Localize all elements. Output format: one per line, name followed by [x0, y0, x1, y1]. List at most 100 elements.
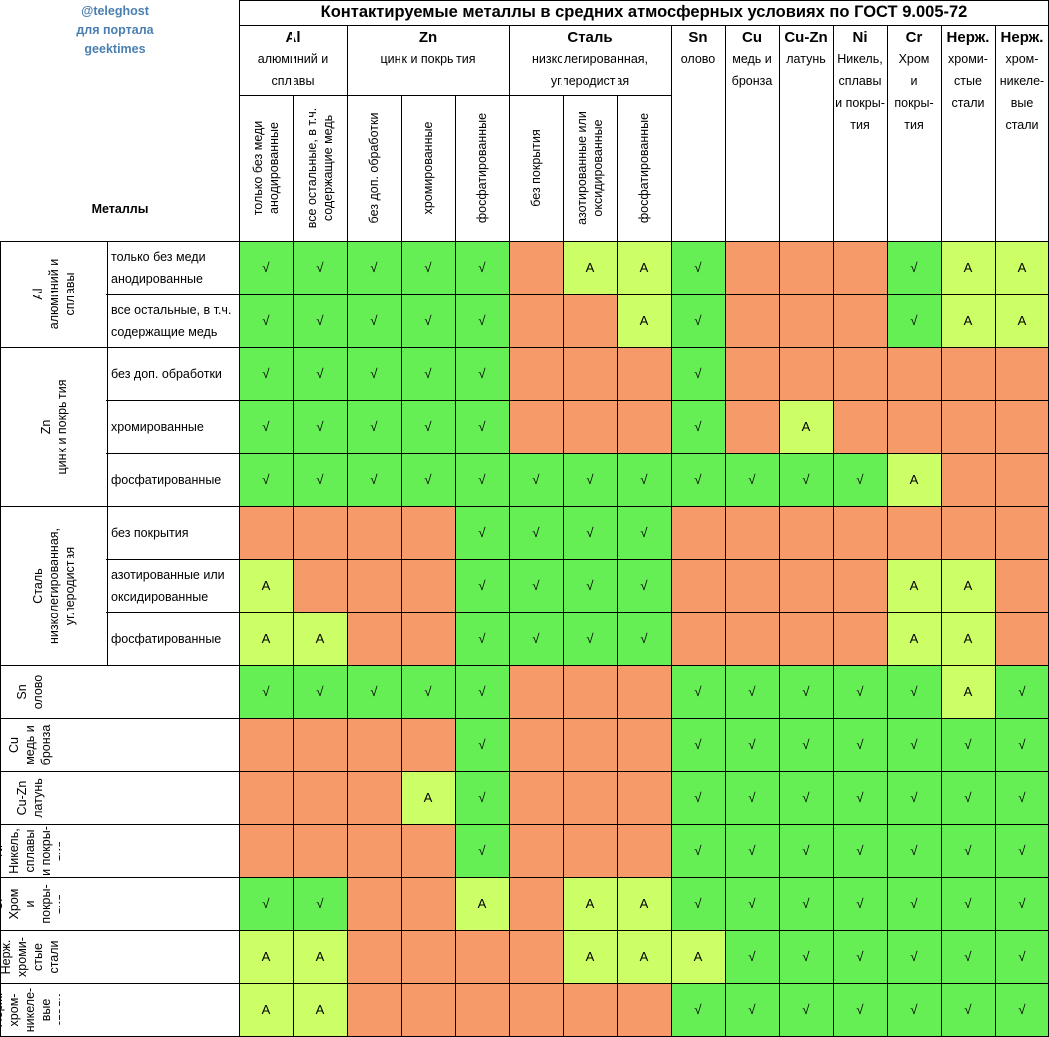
matrix-cell: А [941, 294, 995, 347]
text-line: стали [55, 992, 60, 1027]
watermark-line: @teleghost [81, 4, 149, 18]
matrix-cell: √ [725, 877, 779, 930]
matrix-cell [509, 347, 563, 400]
column-group-header: Cr Хром и покры-тия [887, 25, 941, 241]
matrix-cell: √ [941, 983, 995, 1036]
row-subheader: азотированные или оксидированные [107, 559, 239, 612]
matrix-cell [509, 241, 563, 294]
matrix-cell [401, 877, 455, 930]
matrix-cell [617, 400, 671, 453]
compatible-mark: √ [748, 472, 756, 487]
matrix-cell: √ [833, 877, 887, 930]
grid-line [346, 25, 348, 1037]
matrix-cell: √ [833, 930, 887, 983]
matrix-cell: √ [671, 718, 725, 771]
matrix-cell: √ [887, 665, 941, 718]
matrix-cell: √ [509, 612, 563, 665]
text-line: оксидированные [111, 589, 209, 604]
matrix-cell: √ [671, 983, 725, 1036]
compatible-mark: √ [1018, 737, 1026, 752]
matrix-cell: √ [509, 506, 563, 559]
text-line: только без меди [251, 120, 265, 216]
compatible-mark: √ [478, 631, 486, 646]
matrix-cell: √ [455, 559, 509, 612]
acceptable-mark: А [963, 578, 973, 593]
grid-line [0, 346, 1049, 348]
matrix-cell: √ [347, 347, 401, 400]
matrix-cell [509, 930, 563, 983]
text-line: олово [680, 52, 716, 66]
row-subheader: хромированные [107, 400, 239, 453]
grid-line [886, 25, 888, 1037]
text-line: фосфатированные [637, 112, 651, 224]
compatible-mark: √ [1018, 896, 1026, 911]
column-subheader: без доп. обработки [347, 95, 401, 241]
compatible-mark: √ [640, 525, 648, 540]
matrix-cell: √ [833, 824, 887, 877]
grid-line-cover [1, 293, 106, 295]
text-line: стали [47, 939, 60, 974]
matrix-cell: А [455, 877, 509, 930]
matrix-cell: √ [779, 665, 833, 718]
text-line: углеродистая [550, 74, 630, 88]
compatible-mark: √ [802, 949, 810, 964]
grid-line-cover [562, 26, 564, 95]
matrix-cell: √ [887, 718, 941, 771]
compatible-mark: √ [1018, 790, 1026, 805]
acceptable-mark: А [261, 1002, 271, 1017]
grid-line [0, 293, 1049, 295]
text-line: бронза [39, 724, 53, 765]
grid-line [0, 241, 1, 1037]
compatible-mark: √ [802, 790, 810, 805]
matrix-cell: √ [725, 824, 779, 877]
compatible-mark: √ [802, 737, 810, 752]
compatible-mark: √ [370, 260, 378, 275]
matrix-cell: √ [887, 877, 941, 930]
row-subheader-text: фосфатированные [111, 628, 221, 650]
column-subheader-text: без доп. обработки [366, 113, 382, 224]
compatible-mark: √ [316, 366, 324, 381]
matrix-cell [347, 771, 401, 824]
matrix-cell: √ [293, 241, 347, 294]
matrix-cell: √ [671, 453, 725, 506]
matrix-cell: √ [563, 506, 617, 559]
grid-line [292, 25, 294, 1037]
compatible-mark: √ [910, 684, 918, 699]
text-line: тия [904, 118, 924, 132]
matrix-cell: √ [239, 453, 293, 506]
compatible-mark: √ [478, 737, 486, 752]
grid-line [0, 611, 1049, 613]
compatible-mark: √ [856, 1002, 864, 1017]
column-group-symbol: Zn [418, 29, 438, 46]
text-line: стые [954, 74, 982, 88]
compatible-mark: √ [964, 790, 972, 805]
matrix-cell: √ [725, 930, 779, 983]
matrix-cell: √ [671, 877, 725, 930]
text-line: хроми- [948, 52, 988, 66]
matrix-cell: √ [347, 241, 401, 294]
column-group-name: медь и бронза [732, 48, 773, 92]
compatible-mark: √ [1018, 684, 1026, 699]
matrix-cell: √ [671, 771, 725, 824]
matrix-cell [509, 983, 563, 1036]
grid-line [616, 25, 618, 1037]
compatible-mark: √ [694, 366, 702, 381]
matrix-cell: А [239, 930, 293, 983]
matrix-cell: √ [455, 506, 509, 559]
matrix-cell: А [671, 930, 725, 983]
column-subheader: фосфатированные [617, 95, 671, 241]
matrix-cell: √ [941, 877, 995, 930]
matrix-cell [779, 241, 833, 294]
matrix-cell: √ [347, 453, 401, 506]
text-line: хром- [7, 993, 21, 1026]
compatible-mark: √ [1018, 949, 1026, 964]
compatible-mark: √ [856, 843, 864, 858]
grid-line [0, 876, 1049, 878]
text-line: хром- [1005, 52, 1039, 66]
matrix-cell: √ [725, 453, 779, 506]
matrix-cell: √ [887, 930, 941, 983]
matrix-cell: √ [455, 400, 509, 453]
column-subheader: фосфатированные [455, 95, 509, 241]
grid-line [238, 0, 240, 1037]
matrix-cell: √ [617, 506, 671, 559]
